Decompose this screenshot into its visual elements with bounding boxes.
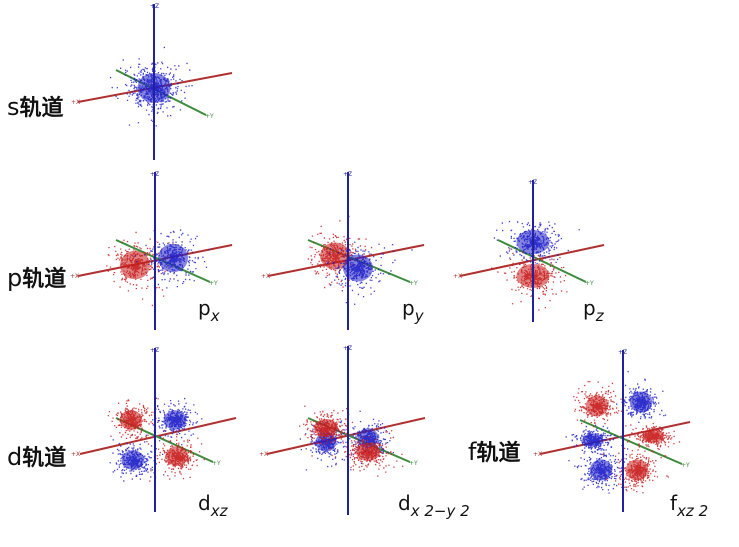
orbital-label-dx2y2: dx 2−y 2 bbox=[398, 491, 470, 520]
svg-text:+X: +X bbox=[453, 273, 462, 280]
lobe-positive bbox=[325, 215, 413, 305]
row-label-p: p轨道 bbox=[7, 261, 66, 293]
lobe-negative bbox=[107, 398, 166, 449]
lobe-negative bbox=[625, 422, 681, 457]
svg-text:+Z: +Z bbox=[150, 3, 159, 10]
orbital-label-py: py bbox=[402, 296, 424, 325]
row-label-s: s轨道 bbox=[7, 90, 64, 122]
orbital-label-dxz: dxz bbox=[198, 491, 228, 520]
lobe-positive bbox=[299, 420, 350, 471]
svg-text:+Y: +Y bbox=[205, 113, 214, 120]
svg-text:+Y: +Y bbox=[209, 280, 218, 287]
lobe-negative bbox=[602, 445, 669, 494]
lobe-negative bbox=[299, 405, 354, 457]
svg-text:+Y: +Y bbox=[585, 280, 594, 287]
lobe-positive bbox=[134, 229, 210, 290]
lobe-positive bbox=[109, 46, 193, 129]
lobe-positive bbox=[616, 370, 667, 423]
orbital-pz: +Z +X +Y bbox=[453, 179, 605, 322]
row-label-p-letter: p bbox=[7, 264, 23, 292]
orbital-label-px: px bbox=[198, 296, 220, 325]
orbital-py-lobes bbox=[304, 215, 413, 305]
row-label-f: f轨道 bbox=[468, 435, 520, 467]
svg-text:+X: +X bbox=[533, 451, 542, 458]
orbital-dxz-lobes bbox=[107, 397, 205, 482]
orbital-dxz: +Z +X +Y bbox=[71, 347, 237, 512]
lobe-negative bbox=[573, 380, 623, 428]
svg-text:+Y: +Y bbox=[681, 462, 690, 469]
row-label-d: d轨道 bbox=[7, 440, 66, 472]
orbital-px-lobes bbox=[106, 229, 210, 307]
orbital-label-fxz2: fxz 2 bbox=[670, 491, 709, 520]
svg-text:+Z: +Z bbox=[150, 171, 159, 178]
lobe-positive bbox=[565, 424, 629, 459]
orbital-s-lobes bbox=[109, 46, 193, 129]
orbital-fxz2-lobes bbox=[565, 370, 681, 494]
orbital-dx2y2: +Z +X +Y bbox=[259, 345, 426, 515]
lobe-positive bbox=[109, 434, 165, 482]
row-label-p-suffix: 轨道 bbox=[22, 267, 67, 292]
svg-text:+Y: +Y bbox=[409, 280, 418, 287]
svg-text:+X: +X bbox=[71, 99, 80, 106]
orbital-label-pz: pz bbox=[583, 296, 604, 325]
orbital-px: +Z +X +Y bbox=[70, 171, 233, 330]
svg-text:+X: +X bbox=[259, 451, 268, 458]
row-label-f-suffix: 轨道 bbox=[476, 441, 521, 466]
svg-text:+X: +X bbox=[70, 273, 79, 280]
svg-text:+Z: +Z bbox=[618, 349, 627, 356]
svg-text:+Y: +Y bbox=[409, 460, 418, 467]
svg-text:+X: +X bbox=[71, 451, 80, 458]
row-label-s-suffix: 轨道 bbox=[19, 96, 64, 121]
orbital-py: +Z +X +Y bbox=[261, 171, 425, 330]
row-label-f-letter: f bbox=[468, 438, 477, 466]
lobe-negative bbox=[331, 430, 404, 477]
svg-text:+Z: +Z bbox=[528, 179, 537, 186]
row-label-d-suffix: 轨道 bbox=[22, 446, 67, 471]
lobe-negative bbox=[149, 430, 205, 482]
svg-text:+Z: +Z bbox=[343, 345, 352, 352]
orbital-pz-lobes bbox=[491, 220, 580, 311]
orbital-dx2y2-lobes bbox=[299, 405, 404, 477]
svg-text:+Z: +Z bbox=[150, 347, 159, 354]
svg-text:+Z: +Z bbox=[343, 171, 352, 178]
svg-text:+X: +X bbox=[261, 273, 270, 280]
lobe-negative bbox=[106, 230, 174, 307]
lobe-negative bbox=[491, 248, 568, 311]
orbital-s: +Z +X +Y bbox=[71, 3, 233, 160]
orbital-fxz2: +Z +X +Y bbox=[533, 349, 691, 512]
lobe-positive bbox=[152, 397, 203, 446]
row-label-d-letter: d bbox=[7, 443, 23, 471]
svg-text:+Y: +Y bbox=[212, 460, 221, 467]
lobe-positive bbox=[568, 446, 627, 494]
row-label-s-letter: s bbox=[7, 93, 20, 121]
